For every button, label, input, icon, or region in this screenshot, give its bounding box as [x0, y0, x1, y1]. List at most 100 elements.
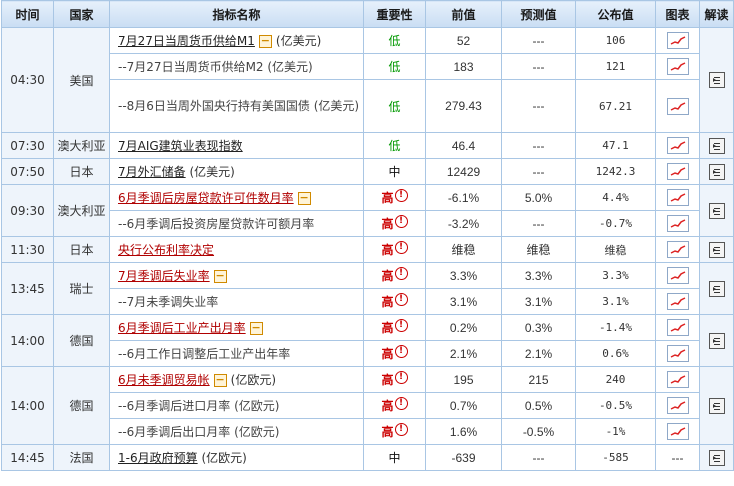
line-chart-icon[interactable]	[666, 215, 689, 232]
indicator-link[interactable]: 6月未季调贸易帐	[118, 372, 210, 387]
previous-value: 1.6%	[425, 418, 502, 445]
line-chart-icon[interactable]	[666, 319, 689, 336]
importance-label: 高	[381, 295, 394, 309]
line-chart-icon[interactable]	[666, 189, 689, 206]
indicator-cell: 7月外汇储备 (亿美元)	[109, 158, 364, 185]
chart-cell	[655, 184, 700, 211]
time-cell: 07:50	[1, 158, 54, 185]
actual-value: 47.1	[575, 132, 656, 159]
line-chart-icon[interactable]	[666, 345, 689, 362]
indicator-cell: 6月季调后工业产出月率 −	[109, 314, 364, 341]
collapse-icon[interactable]: −	[297, 190, 311, 205]
alert-icon: !	[394, 241, 408, 254]
time-cell: 07:30	[1, 132, 54, 159]
col-header-indicator: 指标名称	[109, 0, 364, 28]
document-icon[interactable]	[708, 397, 725, 414]
indicator-link[interactable]: 6月季调后工业产出月率	[118, 320, 246, 335]
previous-value: -639	[425, 444, 502, 471]
analysis-cell	[699, 27, 734, 133]
col-header-time: 时间	[1, 0, 54, 28]
collapse-icon[interactable]: −	[258, 33, 272, 48]
previous-value: 195	[425, 366, 502, 393]
indicator-link[interactable]: 7月季调后失业率	[118, 268, 210, 283]
indicator-link[interactable]: 7月外汇储备	[118, 164, 186, 179]
line-chart-icon[interactable]	[666, 371, 689, 388]
collapse-icon[interactable]: −	[213, 268, 227, 283]
document-icon[interactable]	[708, 449, 725, 466]
document-icon[interactable]	[708, 202, 725, 219]
table-row: 09:30 澳大利亚 6月季调后房屋贷款许可件数月率 − 高! -6.1% 5.0…	[1, 184, 734, 237]
chart-cell	[655, 340, 700, 367]
analysis-cell	[699, 366, 734, 445]
line-chart-icon[interactable]	[666, 32, 689, 49]
line-chart-icon[interactable]	[666, 267, 689, 284]
indicator-link[interactable]: 7月27日当周货币供给M1	[118, 33, 255, 48]
country-cell: 日本	[53, 236, 110, 263]
actual-value: -0.5%	[575, 392, 656, 419]
forecast-value: 3.1%	[501, 288, 576, 315]
document-icon[interactable]	[708, 280, 725, 297]
line-chart-icon[interactable]	[666, 163, 689, 180]
collapse-icon[interactable]: −	[213, 372, 227, 387]
actual-value: 106	[575, 27, 656, 54]
document-icon[interactable]	[708, 241, 725, 258]
chart-cell	[655, 418, 700, 445]
line-chart-icon[interactable]	[666, 423, 689, 440]
document-icon[interactable]	[708, 137, 725, 154]
alert-icon: !	[394, 423, 408, 436]
col-header-forecast: 预测值	[501, 0, 576, 28]
document-icon[interactable]	[708, 163, 725, 180]
line-chart-icon[interactable]	[666, 58, 689, 75]
table-row: --8月6日当周外国央行持有美国国债 (亿美元) 低 279.43 --- 67…	[2, 79, 734, 133]
forecast-value: 5.0%	[501, 184, 576, 211]
indicator-link[interactable]: 7月AIG建筑业表现指数	[118, 138, 243, 153]
country-cell: 日本	[53, 158, 110, 185]
table-row: --7月27日当周货币供给M2 (亿美元) 低 183 --- 121	[2, 53, 734, 80]
indicator-cell: 7月季调后失业率 −	[109, 262, 364, 289]
chart-cell	[655, 79, 700, 133]
importance-cell: 低	[363, 53, 426, 80]
forecast-value: 2.1%	[501, 340, 576, 367]
indicator-cell: 1-6月政府预算 (亿欧元)	[109, 444, 364, 471]
importance-cell: 高!	[363, 418, 426, 445]
time-cell: 04:30	[1, 27, 54, 133]
line-chart-icon[interactable]	[666, 137, 689, 154]
indicator-link[interactable]: 央行公布利率决定	[118, 242, 215, 257]
forecast-value: 0.5%	[501, 392, 576, 419]
importance-cell: 高!	[363, 366, 426, 393]
header-row: 时间 国家 指标名称 重要性 前值 预测值 公布值 图表 解读	[1, 0, 734, 28]
actual-value: 67.21	[575, 79, 656, 133]
time-cell: 14:45	[1, 444, 54, 471]
analysis-cell	[699, 314, 734, 367]
document-icon[interactable]	[708, 332, 725, 349]
previous-value: -3.2%	[425, 210, 502, 237]
table-row: 07:30 澳大利亚 7月AIG建筑业表现指数 低 46.4 --- 47.1	[1, 132, 734, 159]
line-chart-icon[interactable]	[666, 241, 689, 258]
alert-icon: !	[394, 189, 408, 202]
indicator-link[interactable]: 6月季调后房屋贷款许可件数月率	[118, 190, 294, 205]
collapse-icon[interactable]: −	[249, 320, 263, 335]
indicator-cell: 6月未季调贸易帐 − (亿欧元)	[109, 366, 364, 393]
chart-cell	[655, 392, 700, 419]
line-chart-icon[interactable]	[666, 293, 689, 310]
previous-value: 279.43	[425, 79, 502, 133]
forecast-value: 维稳	[501, 236, 576, 263]
analysis-cell	[699, 132, 734, 159]
line-chart-icon[interactable]	[666, 397, 689, 414]
forecast-value: 0.3%	[501, 314, 576, 341]
col-header-importance: 重要性	[363, 0, 426, 28]
table-row: --6月季调后进口月率 (亿欧元) 高! 0.7% 0.5% -0.5%	[2, 392, 734, 419]
indicator-cell: --6月季调后进口月率 (亿欧元)	[109, 392, 364, 419]
indicator-link[interactable]: 1-6月政府预算	[118, 450, 198, 465]
time-cell: 09:30	[1, 184, 54, 237]
forecast-value: ---	[501, 158, 576, 185]
previous-value: 0.2%	[425, 314, 502, 341]
line-chart-icon[interactable]	[666, 97, 689, 115]
actual-value: 3.3%	[575, 262, 656, 289]
indicator-cell: --6月季调后出口月率 (亿欧元)	[109, 418, 364, 445]
indicator-cell: 7月AIG建筑业表现指数	[109, 132, 364, 159]
importance-label: 高	[381, 191, 394, 205]
actual-value: -1.4%	[575, 314, 656, 341]
document-icon[interactable]	[708, 72, 725, 88]
previous-value: -6.1%	[425, 184, 502, 211]
